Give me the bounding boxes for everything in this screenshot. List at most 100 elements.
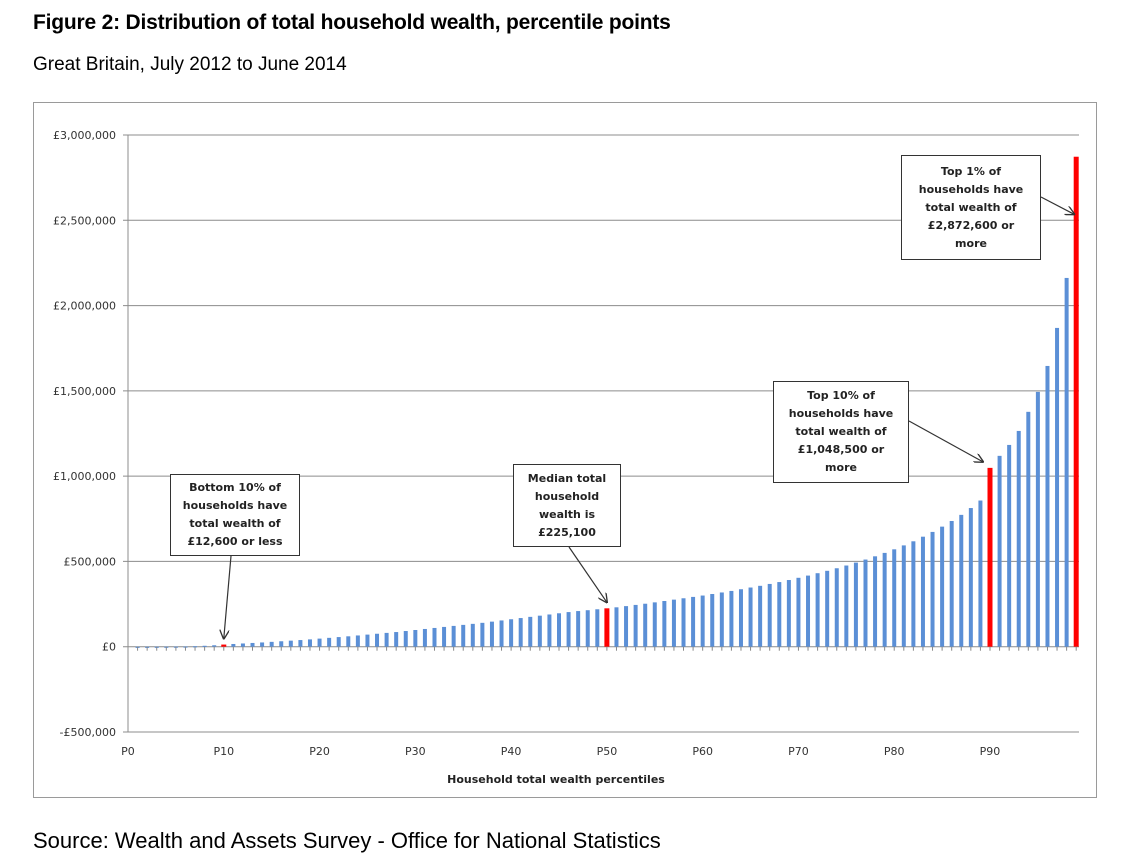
bar-p50 xyxy=(604,608,610,647)
bar-p51 xyxy=(614,607,619,647)
arrow-bottom10 xyxy=(224,555,232,639)
bar-p64 xyxy=(738,589,743,647)
bar-p20 xyxy=(317,638,322,647)
bar-p81 xyxy=(901,545,906,647)
bar-p52 xyxy=(624,606,629,647)
bar-p8 xyxy=(202,645,207,647)
bar-p19 xyxy=(307,639,312,647)
figure-title: Figure 2: Distribution of total househol… xyxy=(33,11,671,34)
bar-p33 xyxy=(442,626,447,647)
x-tick-label: P90 xyxy=(980,745,1001,758)
x-axis-title: Household total wealth percentiles xyxy=(447,773,665,786)
bar-p53 xyxy=(633,604,638,647)
x-tick-label: P0 xyxy=(121,745,135,758)
bar-p79 xyxy=(882,552,887,647)
bar-p92 xyxy=(1007,444,1012,647)
x-tick-label: P30 xyxy=(405,745,426,758)
bar-p10 xyxy=(221,644,227,647)
y-tick-label: £0 xyxy=(102,641,116,654)
bar-p74 xyxy=(834,568,839,647)
chart-frame xyxy=(33,102,1097,798)
bar-p56 xyxy=(662,601,667,647)
bar-p35 xyxy=(461,624,466,647)
source-note: Source: Wealth and Assets Survey - Offic… xyxy=(33,828,661,853)
bar-p97 xyxy=(1055,327,1060,647)
bar-p17 xyxy=(288,640,293,647)
bar-p37 xyxy=(480,622,485,647)
bar-p75 xyxy=(844,565,849,647)
bar-p80 xyxy=(892,549,897,647)
x-tick-label: P60 xyxy=(692,745,713,758)
arrow-median xyxy=(568,546,607,602)
y-tick-label: £1,500,000 xyxy=(53,385,116,398)
y-tick-label: -£500,000 xyxy=(60,726,116,739)
bar-p39 xyxy=(499,620,504,647)
bar-p54 xyxy=(643,603,648,647)
bar-p49 xyxy=(595,609,600,647)
bar-p71 xyxy=(806,575,811,647)
callout-top10: Top 10% of households have total wealth … xyxy=(773,381,909,483)
bar-p40 xyxy=(509,619,514,647)
bar-p67 xyxy=(767,583,772,647)
bar-p85 xyxy=(940,526,945,647)
bar-p63 xyxy=(729,590,734,647)
annotation-arrows xyxy=(224,196,1074,639)
bar-p44 xyxy=(547,614,552,647)
bar-p36 xyxy=(470,623,475,647)
bar-p94 xyxy=(1026,411,1031,647)
x-tick-label: P10 xyxy=(213,745,234,758)
bar-p55 xyxy=(652,602,657,647)
bar-p12 xyxy=(240,643,245,647)
bar-p72 xyxy=(815,573,820,647)
bar-p89 xyxy=(978,500,983,647)
y-tick-label: £500,000 xyxy=(64,555,117,568)
bar-p16 xyxy=(279,641,284,647)
bar-p84 xyxy=(930,531,935,647)
bar-p87 xyxy=(959,514,964,647)
bar-p11 xyxy=(231,643,236,647)
bar-p86 xyxy=(949,521,954,647)
bar-p32 xyxy=(432,627,437,647)
bar-p88 xyxy=(968,508,973,647)
bar-p25 xyxy=(365,634,370,647)
figure-subtitle: Great Britain, July 2012 to June 2014 xyxy=(33,54,347,75)
y-tick-label: £2,500,000 xyxy=(53,214,116,227)
bar-p22 xyxy=(336,637,341,647)
bar-p91 xyxy=(997,455,1002,647)
gridlines xyxy=(123,134,1079,733)
bar-p15 xyxy=(269,641,274,647)
bar-p41 xyxy=(518,618,523,647)
bars xyxy=(135,156,1079,648)
bar-p96 xyxy=(1045,365,1050,647)
y-tick-label: £2,000,000 xyxy=(53,300,116,313)
bar-p45 xyxy=(557,613,561,647)
y-axis: -£500,000 £0 £500,000 £1,000,000 £1,500,000 £… xyxy=(53,129,129,739)
bar-p26 xyxy=(375,633,380,647)
bar-p14 xyxy=(260,642,265,647)
arrow-top10 xyxy=(908,420,983,462)
bar-p48 xyxy=(585,610,590,647)
bar-p28 xyxy=(394,632,399,647)
bar-p23 xyxy=(346,636,351,647)
bar-p29 xyxy=(403,631,408,647)
bar-p57 xyxy=(671,599,676,647)
bar-p62 xyxy=(719,592,724,647)
bar-p68 xyxy=(777,582,782,647)
bar-p43 xyxy=(537,615,542,647)
bar-p99 xyxy=(1073,156,1079,647)
bar-p82 xyxy=(911,541,916,647)
x-tick-label: P50 xyxy=(597,745,618,758)
bar-p65 xyxy=(748,587,753,647)
bar-p18 xyxy=(298,640,303,647)
bar-p24 xyxy=(355,635,360,647)
arrow-top1 xyxy=(1040,196,1074,214)
y-tick-label: £1,000,000 xyxy=(53,470,116,483)
bar-p83 xyxy=(920,536,925,647)
bar-p9 xyxy=(212,645,217,647)
x-tick-label: P40 xyxy=(501,745,522,758)
bar-p66 xyxy=(758,585,763,647)
bar-p70 xyxy=(796,577,801,647)
x-tick-label: P80 xyxy=(884,745,905,758)
bar-p90 xyxy=(987,467,993,647)
